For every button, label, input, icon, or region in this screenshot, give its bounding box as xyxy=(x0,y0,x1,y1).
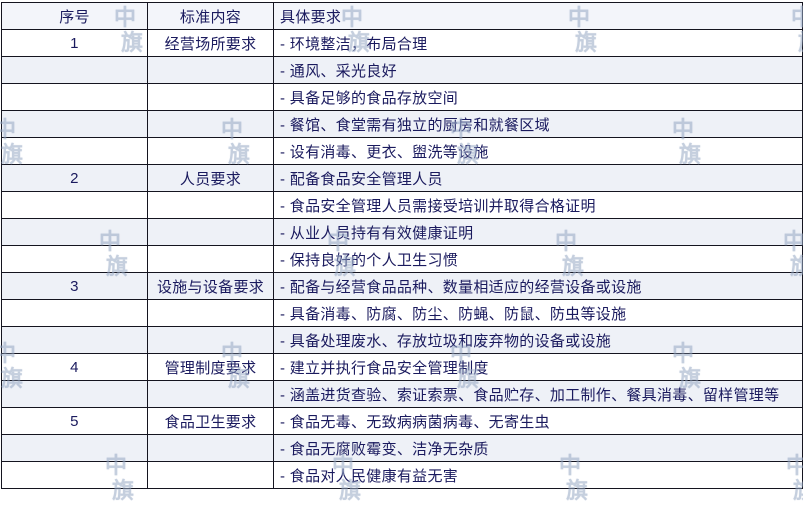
cell-requirement: - 食品安全管理人员需接受培训并取得合格证明 xyxy=(273,191,803,219)
table-row: - 具备处理废水、存放垃圾和废弃物的设备或设施 xyxy=(1,326,803,354)
table-body: 1 经营场所要求 - 环境整洁，布局合理 - 通风、采光良好 - 具备足够的食品存放空间… xyxy=(1,29,803,489)
cell-serial xyxy=(1,83,148,111)
cell-requirement: - 餐馆、食堂需有独立的厨房和就餐区域 xyxy=(273,110,803,138)
cell-serial: 4 xyxy=(1,353,148,381)
cell-requirement: - 涵盖进货查验、索证索票、食品贮存、加工制作、餐具消毒、留样管理等 xyxy=(273,380,803,408)
cell-category xyxy=(147,56,274,84)
cell-serial xyxy=(1,137,148,165)
cell-category xyxy=(147,434,274,462)
table-row: - 通风、采光良好 xyxy=(1,56,803,84)
cell-category: 设施与设备要求 xyxy=(147,272,274,300)
cell-requirement: - 配备食品安全管理人员 xyxy=(273,164,803,192)
table-row: 2 人员要求 - 配备食品安全管理人员 xyxy=(1,164,803,192)
cell-category xyxy=(147,326,274,354)
cell-requirement: - 配备与经营食品品种、数量相适应的经营设备或设施 xyxy=(273,272,803,300)
table-row: 3 设施与设备要求 - 配备与经营食品品种、数量相适应的经营设备或设施 xyxy=(1,272,803,300)
cell-serial: 5 xyxy=(1,407,148,435)
cell-requirement: - 从业人员持有有效健康证明 xyxy=(273,218,803,246)
cell-category xyxy=(147,380,274,408)
cell-serial: 2 xyxy=(1,164,148,192)
table-row: - 从业人员持有有效健康证明 xyxy=(1,218,803,246)
cell-requirement: - 食品无腐败霉变、洁净无杂质 xyxy=(273,434,803,462)
cell-serial xyxy=(1,461,148,489)
cell-requirement: - 环境整洁，布局合理 xyxy=(273,29,803,57)
table-row: 5 食品卫生要求 - 食品无毒、无致病病菌病毒、无寄生虫 xyxy=(1,407,803,435)
header-cell-requirement: 具体要求 xyxy=(273,2,803,30)
cell-serial xyxy=(1,434,148,462)
standards-table: 序号 标准内容 具体要求 1 经营场所要求 - 环境整洁，布局合理 - 通风、采光良好… xyxy=(1,2,803,489)
table-row: - 保持良好的个人卫生习惯 xyxy=(1,245,803,273)
cell-serial xyxy=(1,218,148,246)
cell-category xyxy=(147,137,274,165)
cell-serial xyxy=(1,191,148,219)
cell-serial xyxy=(1,110,148,138)
table-row: - 食品无腐败霉变、洁净无杂质 xyxy=(1,434,803,462)
cell-category: 经营场所要求 xyxy=(147,29,274,57)
cell-category xyxy=(147,245,274,273)
cell-serial: 3 xyxy=(1,272,148,300)
header-cell-category: 标准内容 xyxy=(147,2,274,30)
cell-requirement: - 建立并执行食品安全管理制度 xyxy=(273,353,803,381)
table-row: - 涵盖进货查验、索证索票、食品贮存、加工制作、餐具消毒、留样管理等 xyxy=(1,380,803,408)
cell-category: 人员要求 xyxy=(147,164,274,192)
cell-requirement: - 通风、采光良好 xyxy=(273,56,803,84)
cell-category xyxy=(147,218,274,246)
cell-serial xyxy=(1,299,148,327)
table-row: - 具备足够的食品存放空间 xyxy=(1,83,803,111)
table-row: - 食品对人民健康有益无害 xyxy=(1,461,803,489)
table-row: - 具备消毒、防腐、防尘、防蝇、防鼠、防虫等设施 xyxy=(1,299,803,327)
cell-category xyxy=(147,83,274,111)
cell-category xyxy=(147,110,274,138)
cell-category: 食品卫生要求 xyxy=(147,407,274,435)
table-row: 4 管理制度要求 - 建立并执行食品安全管理制度 xyxy=(1,353,803,381)
cell-requirement: - 具备消毒、防腐、防尘、防蝇、防鼠、防虫等设施 xyxy=(273,299,803,327)
table-row: - 设有消毒、更衣、盥洗等设施 xyxy=(1,137,803,165)
cell-category xyxy=(147,191,274,219)
cell-category: 管理制度要求 xyxy=(147,353,274,381)
table-header-row: 序号 标准内容 具体要求 xyxy=(1,2,803,30)
cell-requirement: - 食品无毒、无致病病菌病毒、无寄生虫 xyxy=(273,407,803,435)
cell-requirement: - 保持良好的个人卫生习惯 xyxy=(273,245,803,273)
cell-serial xyxy=(1,56,148,84)
table-row: - 餐馆、食堂需有独立的厨房和就餐区域 xyxy=(1,110,803,138)
cell-serial: 1 xyxy=(1,29,148,57)
cell-serial xyxy=(1,380,148,408)
cell-requirement: - 设有消毒、更衣、盥洗等设施 xyxy=(273,137,803,165)
cell-category xyxy=(147,461,274,489)
standards-table-wrap: 序号 标准内容 具体要求 1 经营场所要求 - 环境整洁，布局合理 - 通风、采光良好… xyxy=(1,2,803,489)
header-cell-serial: 序号 xyxy=(1,2,148,30)
cell-requirement: - 食品对人民健康有益无害 xyxy=(273,461,803,489)
cell-requirement: - 具备足够的食品存放空间 xyxy=(273,83,803,111)
cell-serial xyxy=(1,326,148,354)
cell-serial xyxy=(1,245,148,273)
cell-requirement: - 具备处理废水、存放垃圾和废弃物的设备或设施 xyxy=(273,326,803,354)
table-row: - 食品安全管理人员需接受培训并取得合格证明 xyxy=(1,191,803,219)
cell-category xyxy=(147,299,274,327)
table-row: 1 经营场所要求 - 环境整洁，布局合理 xyxy=(1,29,803,57)
